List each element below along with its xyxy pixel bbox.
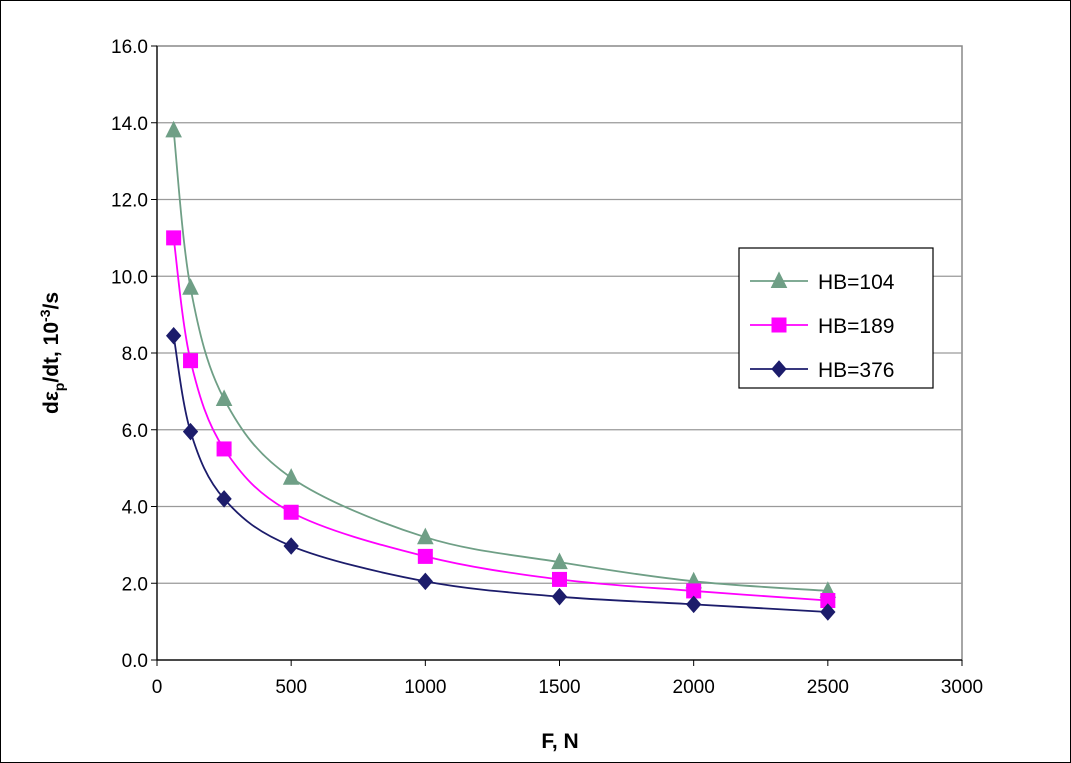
y-tick-label: 6.0 — [122, 421, 148, 442]
data-point-hb-104 — [215, 389, 233, 407]
y-axis-title-sup: -3 — [37, 309, 53, 322]
y-tick-label: 4.0 — [122, 498, 148, 519]
y-axis-title: dεp/dt, 10-3/s — [37, 292, 67, 414]
data-point-hb-189 — [183, 353, 199, 369]
legend-label-hb-104: HB=104 — [818, 271, 895, 294]
data-point-hb-376 — [165, 326, 182, 345]
y-axis-title-after: /dt, 10 — [40, 322, 63, 383]
x-tick-label: 1500 — [538, 677, 580, 698]
data-point-hb-376 — [283, 537, 299, 555]
data-point-hb-376 — [417, 572, 433, 591]
data-point-hb-104 — [417, 527, 434, 545]
data-point-hb-189 — [216, 441, 232, 457]
data-point-hb-376 — [182, 422, 199, 441]
legend-marker-hb-104 — [770, 271, 788, 288]
data-point-hb-376 — [216, 490, 232, 508]
x-tick-label: 1000 — [404, 677, 446, 698]
legend-box — [738, 247, 934, 389]
y-axis-title-end: /s — [40, 292, 63, 310]
y-axis-title-main: dε — [40, 391, 63, 414]
y-tick-label: 10.0 — [111, 267, 148, 288]
data-point-hb-104 — [182, 278, 199, 295]
y-axis-title-sub: p — [51, 383, 67, 392]
data-point-hb-104 — [551, 552, 568, 570]
x-tick-label: 3000 — [941, 677, 983, 698]
x-axis-title: F, N — [541, 730, 578, 753]
y-tick-label: 2.0 — [122, 574, 148, 595]
y-tick-label: 14.0 — [111, 114, 148, 135]
x-tick-label: 2500 — [807, 677, 849, 698]
data-point-hb-376 — [551, 587, 568, 606]
legend-marker-hb-189 — [771, 317, 787, 333]
y-tick-label: 12.0 — [111, 191, 148, 212]
data-point-hb-189 — [283, 504, 299, 520]
x-tick-label: 0 — [152, 677, 163, 698]
data-point-hb-104 — [165, 120, 182, 138]
data-point-hb-376 — [820, 603, 836, 621]
x-tick-label: 2000 — [673, 677, 715, 698]
legend: HB=104 HB=189 HB=376 — [738, 247, 934, 389]
data-point-hb-189 — [417, 548, 433, 564]
series-markers — [165, 120, 837, 621]
x-tick-label: 500 — [275, 677, 307, 698]
data-point-hb-104 — [282, 468, 300, 485]
data-point-hb-189 — [166, 230, 182, 246]
legend-label-hb-189: HB=189 — [818, 315, 894, 338]
y-tick-label: 8.0 — [122, 344, 148, 365]
axes: 0.0 2.0 4.0 6.0 8.0 10.0 12.0 14.0 16.0 0 500 1000 1… — [111, 37, 983, 698]
legend-marker-hb-376 — [771, 360, 787, 378]
data-point-hb-376 — [686, 595, 702, 614]
y-tick-label: 0.0 — [122, 651, 148, 672]
data-point-hb-189 — [552, 571, 567, 587]
y-tick-label: 16.0 — [111, 37, 148, 58]
legend-label-hb-376: HB=376 — [818, 359, 894, 382]
